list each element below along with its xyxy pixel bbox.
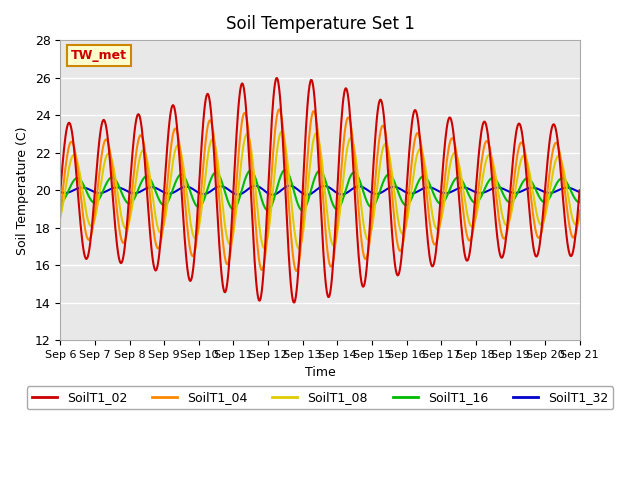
X-axis label: Time: Time bbox=[305, 366, 335, 379]
Legend: SoilT1_02, SoilT1_04, SoilT1_08, SoilT1_16, SoilT1_32: SoilT1_02, SoilT1_04, SoilT1_08, SoilT1_… bbox=[27, 386, 613, 409]
Y-axis label: Soil Temperature (C): Soil Temperature (C) bbox=[16, 126, 29, 254]
Text: TW_met: TW_met bbox=[71, 49, 127, 62]
Title: Soil Temperature Set 1: Soil Temperature Set 1 bbox=[225, 15, 415, 33]
